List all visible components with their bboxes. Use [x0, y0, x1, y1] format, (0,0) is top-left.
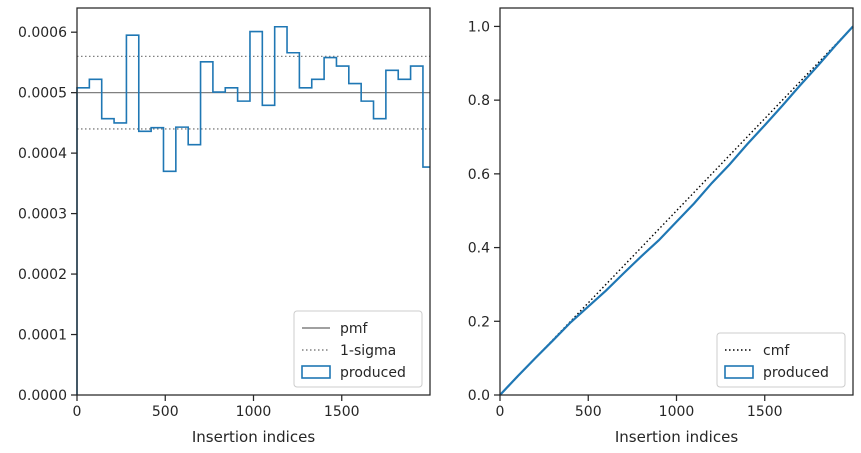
legend-swatch-produced: [724, 365, 754, 379]
y-tick-label: 1.0: [468, 19, 490, 35]
x-axis-label: Insertion indices: [615, 428, 738, 446]
x-tick-label: 500: [575, 404, 602, 420]
y-tick-label: 0.0002: [18, 267, 67, 283]
pmf-histogram-panel: 0 500 1000 1500 0.0000 0.0001 0.0002 0.0003 0.00…: [18, 7, 431, 446]
y-tick-label: 0.4: [468, 241, 490, 257]
y-tick-label: 0.0004: [18, 146, 67, 162]
y-tick-label: 0.0000: [18, 388, 67, 404]
legend-label-produced: produced: [763, 365, 829, 381]
y-tick-label: 0.6: [468, 167, 490, 183]
legend-label-1-sigma: 1-sigma: [340, 343, 396, 359]
x-tick-label: 0: [496, 404, 505, 420]
legend: cmf produced: [716, 332, 846, 388]
x-axis-label: Insertion indices: [192, 428, 315, 446]
legend-box: [716, 332, 846, 388]
legend-box: [293, 310, 423, 388]
produced-histogram-step: [76, 25, 430, 395]
y-tick-label: 0.0005: [18, 86, 67, 102]
x-tick-label: 0: [73, 404, 82, 420]
x-tick-label: 1500: [324, 404, 360, 420]
y-tick-label: 0.0003: [18, 207, 67, 223]
y-tick-label: 0.0: [468, 388, 490, 404]
x-tick-label: 1000: [236, 404, 272, 420]
x-tick-label: 1000: [659, 404, 695, 420]
legend-label-produced: produced: [340, 365, 406, 381]
legend-swatch-produced: [301, 365, 331, 379]
y-tick-label: 0.2: [468, 314, 490, 330]
produced-line: [499, 25, 854, 396]
x-tick-label: 1500: [747, 404, 783, 420]
cmf-panel: 0 500 1000 1500 0.0 0.2 0.4 0.6 0.8 1.0 Insertion …: [468, 7, 854, 446]
x-tick-label: 500: [152, 404, 179, 420]
legend: pmf 1-sigma produced: [293, 310, 423, 388]
y-tick-label: 0.0006: [18, 25, 67, 41]
legend-label-cmf: cmf: [763, 343, 790, 359]
legend-label-pmf: pmf: [340, 321, 369, 337]
y-tick-label: 0.8: [468, 93, 490, 109]
y-tick-label: 0.0001: [18, 328, 67, 344]
